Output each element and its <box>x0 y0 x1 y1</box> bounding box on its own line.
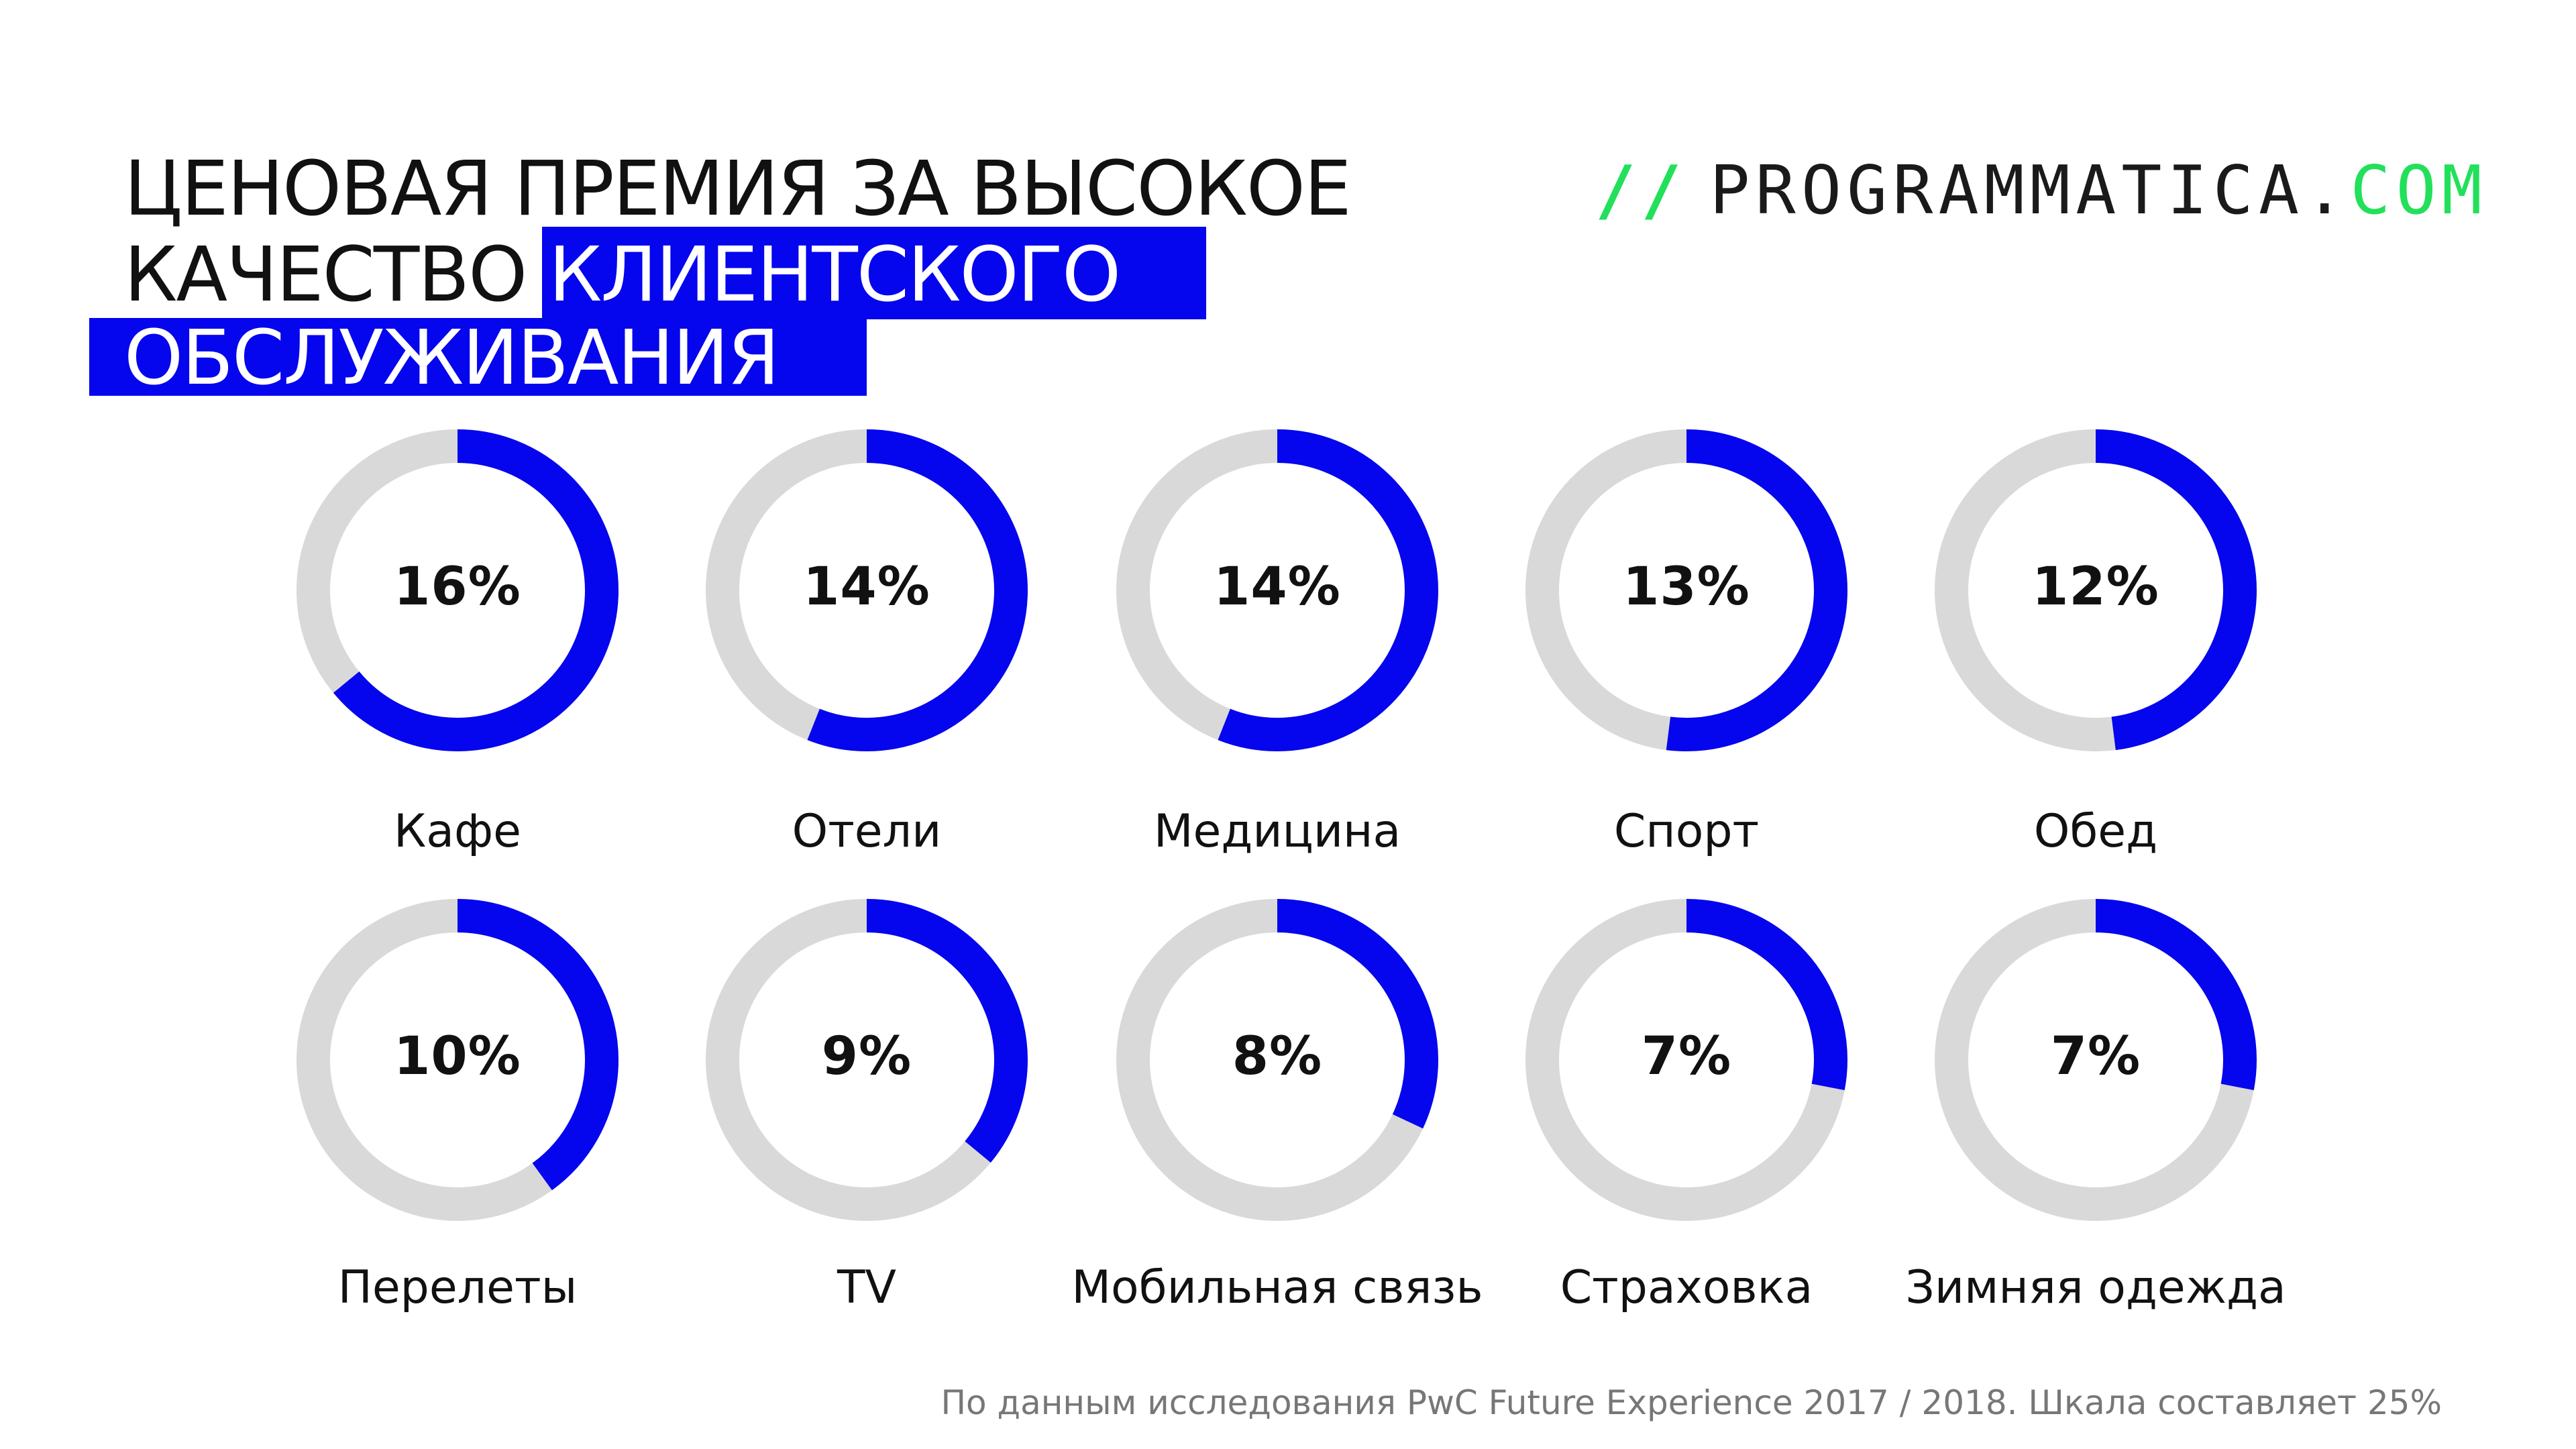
donut-svg <box>1525 899 1847 1221</box>
title-line-3: ОБСЛУЖИВАНИЯ <box>124 315 780 402</box>
donut-value-label: 14% <box>803 557 930 617</box>
logo-slashes-icon: // <box>1595 150 1687 229</box>
donut-svg <box>297 899 619 1221</box>
donut-value-arc <box>706 429 1028 751</box>
donut-value-arc <box>1935 899 2257 1221</box>
donut-value-label: 13% <box>1623 557 1750 617</box>
donut-chart: 7% Зимняя одежда <box>1905 899 2286 1328</box>
donut-value-arc <box>1525 899 1847 1221</box>
title-highlight-bar <box>89 318 867 396</box>
donut-value-arc <box>297 899 619 1221</box>
donut-value-arc <box>297 429 619 751</box>
donut-value-label: 7% <box>1641 1026 1732 1087</box>
title-highlight-bar <box>542 227 1206 319</box>
title-line-1: ЦЕНОВАЯ ПРЕМИЯ ЗА ВЫСОКОЕ <box>124 146 1352 233</box>
donut-value-label: 7% <box>2050 1026 2141 1087</box>
donut-value-arc <box>1935 429 2257 751</box>
donut-svg <box>706 429 1028 751</box>
donut-category-label: Страховка <box>1560 1261 1813 1314</box>
donut-chart: 9% TV <box>679 899 1055 1328</box>
donut-chart: 12% Обед <box>1908 429 2284 859</box>
donut-category-label: Спорт <box>1613 805 1760 858</box>
donut-category-label: Перелеты <box>337 1261 578 1314</box>
page-title: ЦЕНОВАЯ ПРЕМИЯ ЗА ВЫСОКОЕ КАЧЕСТВО КЛИЕН… <box>0 0 1476 416</box>
donut-svg <box>706 899 1028 1221</box>
donut-value-arc <box>1116 429 1438 751</box>
donut-value-label: 10% <box>394 1026 521 1087</box>
donut-category-label: Зимняя одежда <box>1905 1261 2286 1314</box>
donut-chart: 8% Мобильная связь <box>1071 899 1483 1328</box>
title-plain-word: КАЧЕСТВО <box>124 231 527 319</box>
donut-value-arc <box>706 899 1028 1221</box>
title-highlight-word: КЛИЕНТСКОГО <box>548 231 1121 319</box>
donut-value-label: 12% <box>2032 557 2159 617</box>
donut-svg <box>1116 899 1438 1221</box>
donut-chart: 7% Страховка <box>1499 899 1874 1328</box>
donut-chart: 10% Перелеты <box>270 899 645 1328</box>
logo-tld: COM <box>2350 150 2487 229</box>
donut-category-label: TV <box>837 1261 897 1314</box>
donut-svg <box>1935 429 2257 751</box>
donut-chart: 16% Кафе <box>270 429 645 859</box>
donut-value-label: 9% <box>821 1026 912 1087</box>
donut-chart: 14% Отели <box>679 429 1055 859</box>
donut-category-label: Отели <box>792 805 942 858</box>
donut-category-label: Кафе <box>394 805 521 858</box>
donut-value-label: 8% <box>1232 1026 1323 1087</box>
brand-logo: // PROGRAMMATICA. COM <box>1595 150 2487 229</box>
donut-svg <box>297 429 619 751</box>
source-footnote: По данным исследования PwC Future Experi… <box>941 1383 2442 1422</box>
donut-value-label: 16% <box>394 557 521 617</box>
donut-category-label: Обед <box>2033 805 2158 858</box>
donut-svg <box>1525 429 1847 751</box>
donut-chart: 13% Спорт <box>1499 429 1874 859</box>
donut-svg <box>1116 429 1438 751</box>
logo-name: PROGRAMMATICA. <box>1709 150 2351 229</box>
donut-value-arc <box>1116 899 1438 1221</box>
donut-value-label: 14% <box>1214 557 1341 617</box>
donut-value-arc <box>1525 429 1847 751</box>
donut-chart: 14% Медицина <box>1089 429 1465 859</box>
donut-category-label: Мобильная связь <box>1071 1261 1483 1314</box>
title-line-2: КАЧЕСТВО КЛИЕНТСКОГО <box>124 235 1121 315</box>
donut-category-label: Медицина <box>1153 805 1401 858</box>
donut-svg <box>1935 899 2257 1221</box>
